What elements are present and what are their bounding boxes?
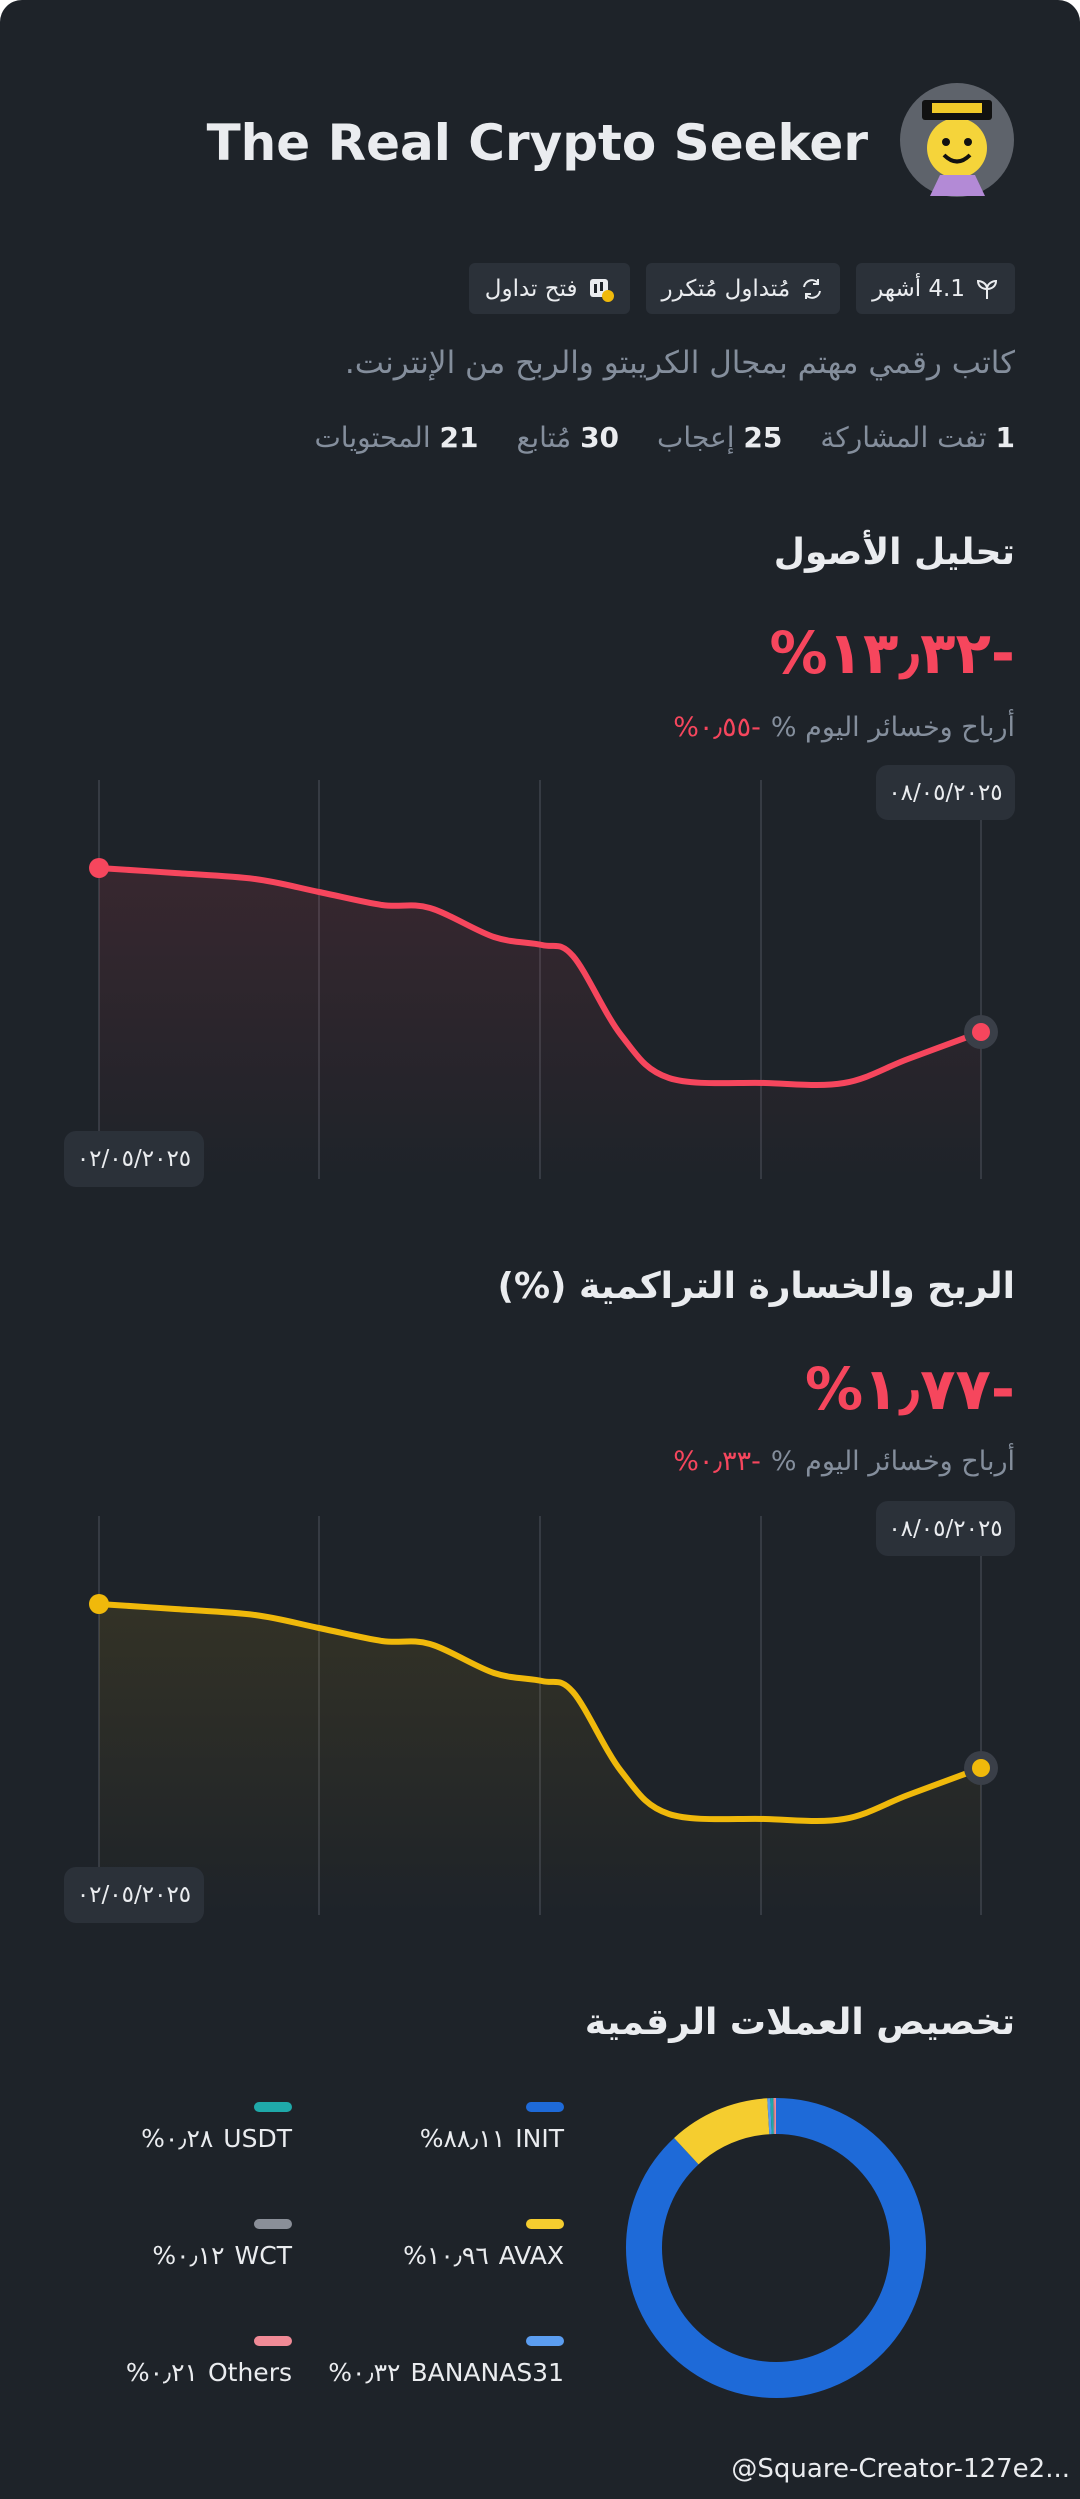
legend-swatch bbox=[526, 2102, 564, 2112]
stat: 30 مُتابع bbox=[516, 418, 619, 458]
donut-segment bbox=[626, 2098, 926, 2398]
stat-value: 1 bbox=[995, 421, 1015, 454]
tag-text: 4.1 أشهر bbox=[872, 275, 965, 302]
stat-label: مُتابع bbox=[516, 421, 572, 454]
date-tooltip: ٠٢/٠٥/٢٠٢٥ bbox=[64, 1131, 204, 1187]
legend-swatch bbox=[526, 2219, 564, 2229]
legend-value: %٨٨٫١١ bbox=[420, 2124, 506, 2153]
profile-name: The Real Crypto Seeker bbox=[206, 114, 868, 172]
legend-name: WCT bbox=[235, 2241, 293, 2270]
stat-label: تفت المشاركة bbox=[820, 421, 987, 454]
today-value: %٠٫٣٣- bbox=[673, 1446, 761, 1477]
legend-swatch bbox=[254, 2102, 292, 2112]
end-dot bbox=[972, 1023, 990, 1041]
date-tooltip: ٠٢/٠٥/٢٠٢٥ bbox=[64, 1867, 204, 1923]
section-title: تخصيص العملات الرقمية bbox=[584, 2002, 1015, 2043]
today-row: أرباح وخسائر اليوم % %٠٫٥٥- bbox=[673, 708, 1015, 748]
legend-swatch bbox=[254, 2219, 292, 2229]
tag[interactable]: فتح تداول bbox=[468, 263, 630, 314]
stat-value: 30 bbox=[580, 421, 620, 454]
tag-row: 4.1 أشهر مُتداول مُتكرر فتح تداول bbox=[468, 263, 1015, 314]
stat-value: 25 bbox=[743, 421, 783, 454]
today-row: أرباح وخسائر اليوم % %٠٫٣٣- bbox=[673, 1442, 1015, 1482]
tag: مُتداول مُتكرر bbox=[645, 263, 841, 314]
legend-swatch bbox=[254, 2336, 292, 2346]
stat-value: 21 bbox=[439, 421, 479, 454]
trade-icon bbox=[589, 278, 614, 302]
date-tooltip: ٠٨/٠٥/٢٠٢٥ bbox=[876, 1501, 1015, 1556]
start-dot bbox=[89, 1594, 109, 1614]
area bbox=[99, 1604, 981, 1915]
stats-row: 1 تفت المشاركة 25 إعجاب 30 مُتابع 21 المحتو… bbox=[314, 418, 1015, 458]
avatar[interactable] bbox=[900, 83, 1014, 197]
legend-value: %٠٫٢١ bbox=[126, 2358, 198, 2387]
donut-segment bbox=[674, 2098, 770, 2165]
today-value: %٠٫٥٥- bbox=[673, 712, 761, 743]
line bbox=[96, 1601, 984, 1824]
tag-text: مُتداول مُتكرر bbox=[661, 275, 791, 302]
sprout-icon bbox=[976, 279, 998, 299]
legend-value: %١٠٫٩٦ bbox=[403, 2241, 489, 2270]
repeat-icon bbox=[803, 278, 822, 299]
date-tooltip: ٠٨/٠٥/٢٠٢٥ bbox=[876, 765, 1015, 820]
tag: 4.1 أشهر bbox=[856, 263, 1015, 314]
line bbox=[96, 865, 984, 1088]
pnl-value: %١٫٧٧- bbox=[804, 1355, 1015, 1423]
pnl-value: %١٣٫٣٢- bbox=[769, 619, 1015, 687]
end-dot bbox=[972, 1759, 990, 1777]
area bbox=[99, 868, 981, 1179]
legend-name: BANANAS31 bbox=[410, 2358, 564, 2387]
legend-value: %٠٫٣٢ bbox=[328, 2358, 400, 2387]
section-title: الربح والخسارة التراكمية (%) bbox=[497, 1266, 1015, 1307]
legend-swatch bbox=[526, 2336, 564, 2346]
section-title: تحليل الأصول bbox=[773, 532, 1015, 573]
today-label: أرباح وخسائر اليوم % bbox=[770, 712, 1015, 743]
legend-name: AVAX bbox=[499, 2241, 564, 2270]
start-dot bbox=[89, 858, 109, 878]
stat-label: إعجاب bbox=[657, 421, 735, 454]
stat-label: المحتويات bbox=[314, 421, 431, 454]
legend-name: INIT bbox=[515, 2124, 564, 2153]
watermark: @Square-Creator-127e2... bbox=[731, 2454, 1070, 2484]
today-label: أرباح وخسائر اليوم % bbox=[770, 1446, 1015, 1477]
bio: كاتب رقمي مهتم بمجال الكريبتو والربح من … bbox=[344, 345, 1015, 381]
legend-name: Others bbox=[208, 2358, 292, 2387]
legend-value: %٠٫٢٨ bbox=[141, 2124, 213, 2153]
stat: 25 إعجاب bbox=[657, 418, 782, 458]
stat: 21 المحتويات bbox=[314, 418, 478, 458]
legend-value: %٠٫١٢ bbox=[152, 2241, 224, 2270]
legend-name: USDT bbox=[223, 2124, 292, 2153]
stat: 1 تفت المشاركة bbox=[820, 418, 1015, 458]
tag-text: فتح تداول bbox=[484, 275, 578, 302]
